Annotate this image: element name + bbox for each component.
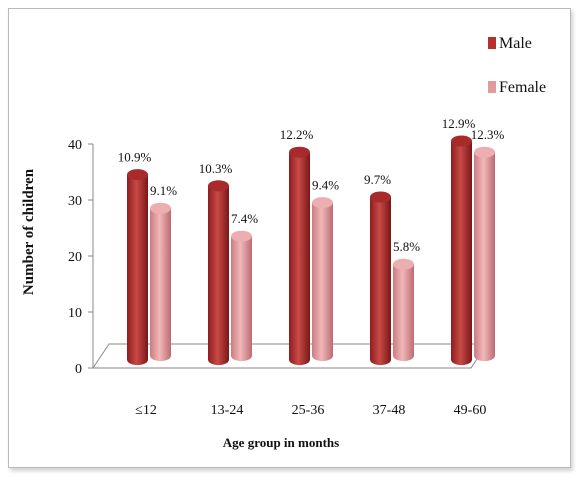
- legend-label-male: Male: [499, 35, 532, 52]
- x-tick-label: ≤12: [135, 403, 157, 418]
- bars-group: [127, 135, 495, 366]
- x-tick-label: 13-24: [211, 403, 244, 418]
- bar-body: [289, 152, 310, 366]
- bar-male-4: [451, 135, 472, 366]
- x-tick-labels: ≤12 13-24 25-36 37-48 49-60: [135, 403, 486, 418]
- legend-label-female: Female: [499, 79, 546, 96]
- bar-top: [312, 197, 333, 209]
- bar-male-2: [289, 146, 310, 366]
- data-label-male: 10.3%: [199, 161, 233, 176]
- y-tick-label: 30: [68, 194, 82, 209]
- bar-top: [393, 258, 414, 270]
- data-label-male: 12.2%: [280, 127, 314, 142]
- legend: Male Female: [488, 35, 546, 96]
- x-axis-title: Age group in months: [223, 435, 339, 450]
- x-tick-label: 25-36: [292, 403, 325, 418]
- data-label-male: 12.9%: [442, 116, 476, 131]
- bar-body: [393, 264, 414, 362]
- bar-body: [370, 197, 391, 366]
- y-tick-label: 20: [68, 250, 82, 265]
- legend-swatch-female: [488, 81, 496, 93]
- x-tick-label: 37-48: [373, 403, 406, 418]
- bar-female-1: [231, 230, 252, 362]
- bar-top: [127, 169, 148, 181]
- bar-top: [208, 180, 229, 192]
- bar-body: [451, 141, 472, 366]
- data-label-female: 7.4%: [231, 211, 258, 226]
- bar-female-2: [312, 197, 333, 362]
- bar-male-0: [127, 169, 148, 366]
- bar-top: [231, 230, 252, 242]
- bar-body: [127, 174, 148, 366]
- bar-male-3: [370, 191, 391, 366]
- bar-top: [289, 146, 310, 158]
- data-label-female: 12.3%: [471, 127, 505, 142]
- bar-top: [150, 202, 171, 214]
- data-label-female: 5.8%: [393, 239, 420, 254]
- x-tick-label: 49-60: [454, 403, 487, 418]
- bar-body: [312, 202, 333, 362]
- bar-top: [474, 146, 495, 158]
- legend-swatch-male: [488, 37, 496, 49]
- bar-top: [370, 191, 391, 203]
- bar-female-4: [474, 146, 495, 362]
- bar-body: [208, 185, 229, 366]
- bar-body: [150, 208, 171, 362]
- data-label-male: 10.9%: [118, 150, 152, 165]
- data-label-female: 9.1%: [150, 183, 177, 198]
- y-tick-label: 0: [75, 362, 82, 377]
- bar-top: [451, 135, 472, 147]
- data-label-male: 9.7%: [364, 172, 391, 187]
- y-axis-title: Number of children: [21, 168, 37, 295]
- y-tick-label: 10: [68, 306, 82, 321]
- y-tick-label: 40: [68, 138, 82, 153]
- y-axis: 0 10 20 30 40: [68, 138, 94, 377]
- bar-female-0: [150, 202, 171, 362]
- bar-female-3: [393, 258, 414, 362]
- data-label-female: 9.4%: [312, 178, 339, 193]
- data-labels-group: 10.9% 9.1% 10.3% 7.4% 12.2% 9.4% 9.7% 5.8% 12.9%…: [118, 116, 505, 254]
- bar-body: [231, 236, 252, 362]
- bar-male-1: [208, 180, 229, 366]
- bar-body: [474, 152, 495, 362]
